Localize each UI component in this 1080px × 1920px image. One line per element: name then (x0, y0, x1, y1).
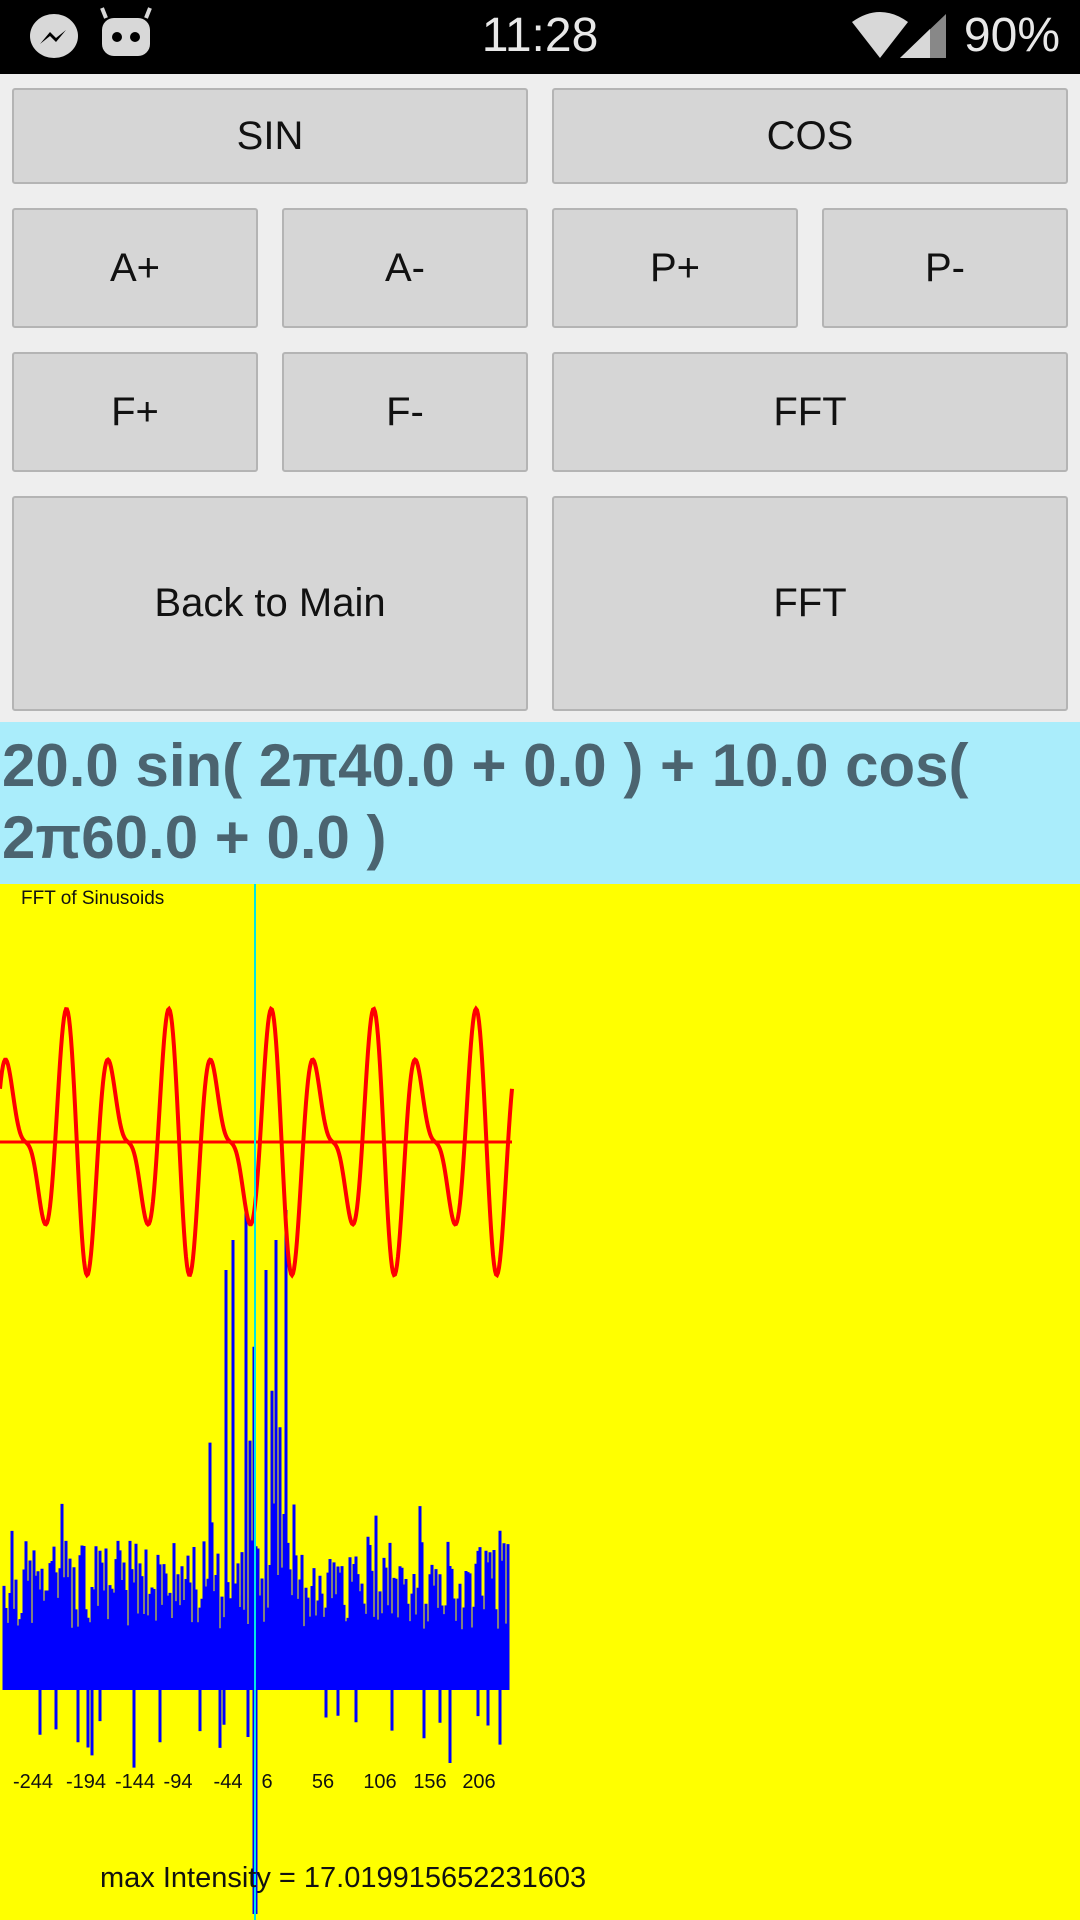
back-button[interactable]: Back to Main (12, 496, 528, 711)
max-intensity: max Intensity = 17.019915652231603 (100, 1862, 586, 1894)
x-label: 156 (413, 1771, 446, 1793)
x-label: 56 (312, 1771, 334, 1793)
x-label: -244 (13, 1771, 53, 1793)
x-label: -44 (214, 1771, 243, 1793)
plot-area: FFT of Sinusoids -244 -194 -144 -94 -44 6 56 10… (0, 884, 1080, 1920)
clock: 11:28 (481, 9, 599, 62)
phase-up-button[interactable]: P+ (552, 208, 798, 328)
x-label: -194 (66, 1771, 106, 1793)
plot-title: FFT of Sinusoids (21, 888, 164, 909)
phase-down-button[interactable]: P- (822, 208, 1068, 328)
freq-down-button[interactable]: F- (282, 352, 528, 472)
battery: 90% (963, 9, 1060, 62)
x-labels: -244 -194 -144 -94 -44 6 56 106 156 206 (13, 1771, 496, 1793)
plot-background (0, 884, 1080, 1920)
status-icons (30, 7, 152, 58)
x-label: 206 (462, 1771, 495, 1793)
cos-button[interactable]: COS (552, 88, 1068, 184)
x-label: 106 (363, 1771, 396, 1793)
fft-button[interactable]: FFT (552, 352, 1068, 472)
spectrum (2, 1210, 510, 1914)
amp-up-button[interactable]: A+ (12, 208, 258, 328)
sin-button[interactable]: SIN (12, 88, 528, 184)
x-label: -94 (164, 1771, 193, 1793)
plot-graphics (0, 884, 514, 1920)
fft-button[interactable]: FFT (552, 496, 1068, 711)
amp-down-button[interactable]: A- (282, 208, 528, 328)
status-bar: 11:28 90% (0, 0, 1080, 74)
x-label: 6 (261, 1771, 272, 1793)
formula: 20.0 sin( 2π40.0 + 0.0 ) + 10.0 cos( 2π6… (0, 722, 1080, 884)
signal-icons (852, 12, 946, 58)
x-label: -144 (115, 1771, 155, 1793)
freq-up-button[interactable]: F+ (12, 352, 258, 472)
